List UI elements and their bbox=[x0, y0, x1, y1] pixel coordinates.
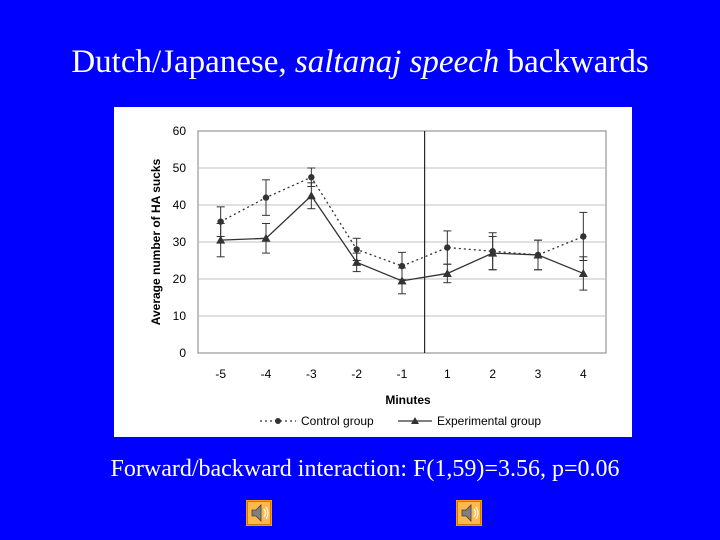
legend-label-control: Control group bbox=[301, 414, 374, 428]
x-axis-label: Minutes bbox=[385, 393, 431, 407]
x-tick-label: 1 bbox=[444, 367, 451, 381]
data-point bbox=[442, 268, 452, 277]
data-point bbox=[397, 276, 407, 285]
line-chart: 0 10 20 30 40 50 60 -5 -4 -3 -2 -1 1 2 3 4 Average num… bbox=[149, 124, 607, 428]
x-tick-label: 2 bbox=[489, 367, 496, 381]
data-point bbox=[352, 257, 362, 266]
slide-title: Dutch/Japanese, saltanaj speech backward… bbox=[0, 44, 720, 81]
y-tick-labels: 0 10 20 30 40 50 60 bbox=[173, 124, 187, 360]
y-tick-label: 50 bbox=[173, 161, 187, 175]
x-tick-label: -3 bbox=[306, 367, 317, 381]
y-tick-label: 20 bbox=[173, 272, 187, 286]
x-tick-label: 4 bbox=[580, 367, 587, 381]
chart-panel: 0 10 20 30 40 50 60 -5 -4 -3 -2 -1 1 2 3 4 Average num… bbox=[114, 107, 632, 437]
y-tick-label: 30 bbox=[173, 235, 187, 249]
data-point bbox=[444, 244, 451, 251]
legend: Control group Experimental group bbox=[260, 414, 541, 428]
x-tick-label: 3 bbox=[535, 367, 542, 381]
data-point bbox=[580, 233, 587, 240]
y-tick-label: 10 bbox=[173, 309, 187, 323]
data-point bbox=[488, 248, 498, 257]
slide-caption: Forward/backward interaction: F(1,59)=3.… bbox=[110, 456, 620, 482]
data-point bbox=[262, 194, 270, 201]
title-part-1: Dutch/Japanese, bbox=[71, 44, 295, 80]
data-point bbox=[216, 235, 226, 244]
legend-label-experimental: Experimental group bbox=[437, 414, 541, 428]
x-tick-labels: -5 -4 -3 -2 -1 1 2 3 4 bbox=[215, 367, 587, 381]
y-tick-label: 40 bbox=[173, 198, 187, 212]
data-point bbox=[533, 250, 543, 259]
y-axis-label: Average number of HA sucks bbox=[149, 158, 163, 325]
y-tick-label: 0 bbox=[179, 346, 186, 360]
legend-marker-experimental bbox=[411, 417, 419, 424]
x-tick-label: -4 bbox=[261, 367, 272, 381]
data-point bbox=[308, 174, 315, 181]
legend-marker-control bbox=[275, 418, 281, 424]
data-point bbox=[353, 246, 360, 253]
x-tick-label: -1 bbox=[397, 367, 408, 381]
x-tick-label: -5 bbox=[215, 367, 226, 381]
y-tick-label: 60 bbox=[173, 124, 187, 138]
data-point bbox=[261, 233, 271, 242]
series-layer bbox=[216, 167, 588, 295]
data-point bbox=[306, 191, 316, 200]
x-tick-label: -2 bbox=[351, 367, 362, 381]
data-point bbox=[578, 268, 588, 277]
sound-icon[interactable] bbox=[456, 500, 482, 526]
title-part-2: backwards bbox=[499, 44, 649, 80]
sound-icon[interactable] bbox=[246, 500, 272, 526]
title-italic-part: saltanaj speech bbox=[294, 44, 500, 80]
series-experimental bbox=[216, 182, 588, 295]
